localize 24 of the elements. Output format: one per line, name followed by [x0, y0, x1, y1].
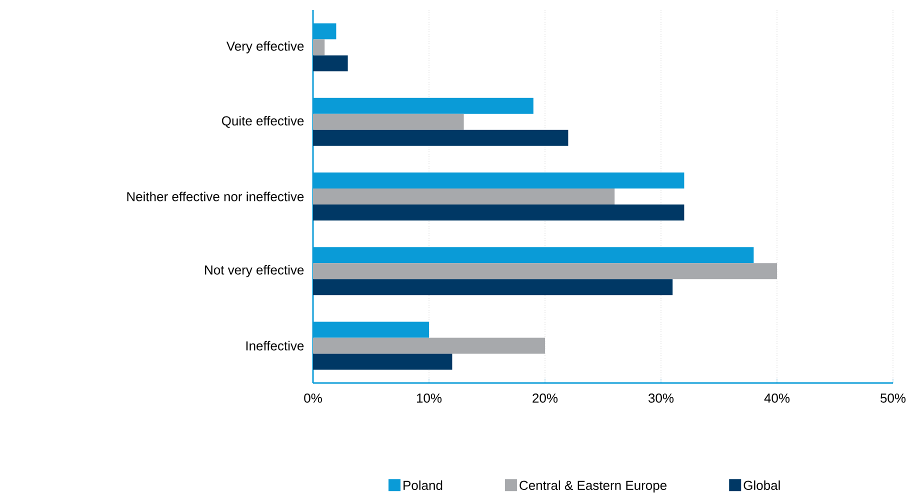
- x-tick-label: 20%: [532, 394, 558, 403]
- bar: [313, 114, 464, 130]
- x-tick-label: 10%: [416, 394, 442, 403]
- x-tick-label: 0%: [304, 394, 322, 403]
- y-tick-label: Very effective: [226, 41, 304, 54]
- x-tick-label: 40%: [764, 394, 790, 403]
- x-tick-label: 30%: [648, 394, 674, 403]
- bar: [313, 188, 615, 204]
- y-tick-label: Quite effective: [222, 116, 304, 128]
- bar: [313, 263, 777, 280]
- legend-label: Global: [744, 480, 780, 490]
- bar: [313, 55, 348, 72]
- bar: [313, 354, 452, 370]
- bar: [313, 279, 673, 296]
- y-tick-label: Ineffective: [246, 340, 304, 350]
- bar: [313, 204, 684, 220]
- legend-label: Central & Eastern Europe: [520, 480, 667, 493]
- legend-label: Poland: [404, 480, 442, 490]
- x-tick-label: 50%: [880, 394, 906, 403]
- y-tick-label: Neither effective nor ineffective: [127, 192, 304, 202]
- bar: [313, 338, 545, 354]
- bar: [313, 130, 568, 146]
- y-tick-label: Not very effective: [205, 265, 304, 278]
- bar: [313, 39, 325, 56]
